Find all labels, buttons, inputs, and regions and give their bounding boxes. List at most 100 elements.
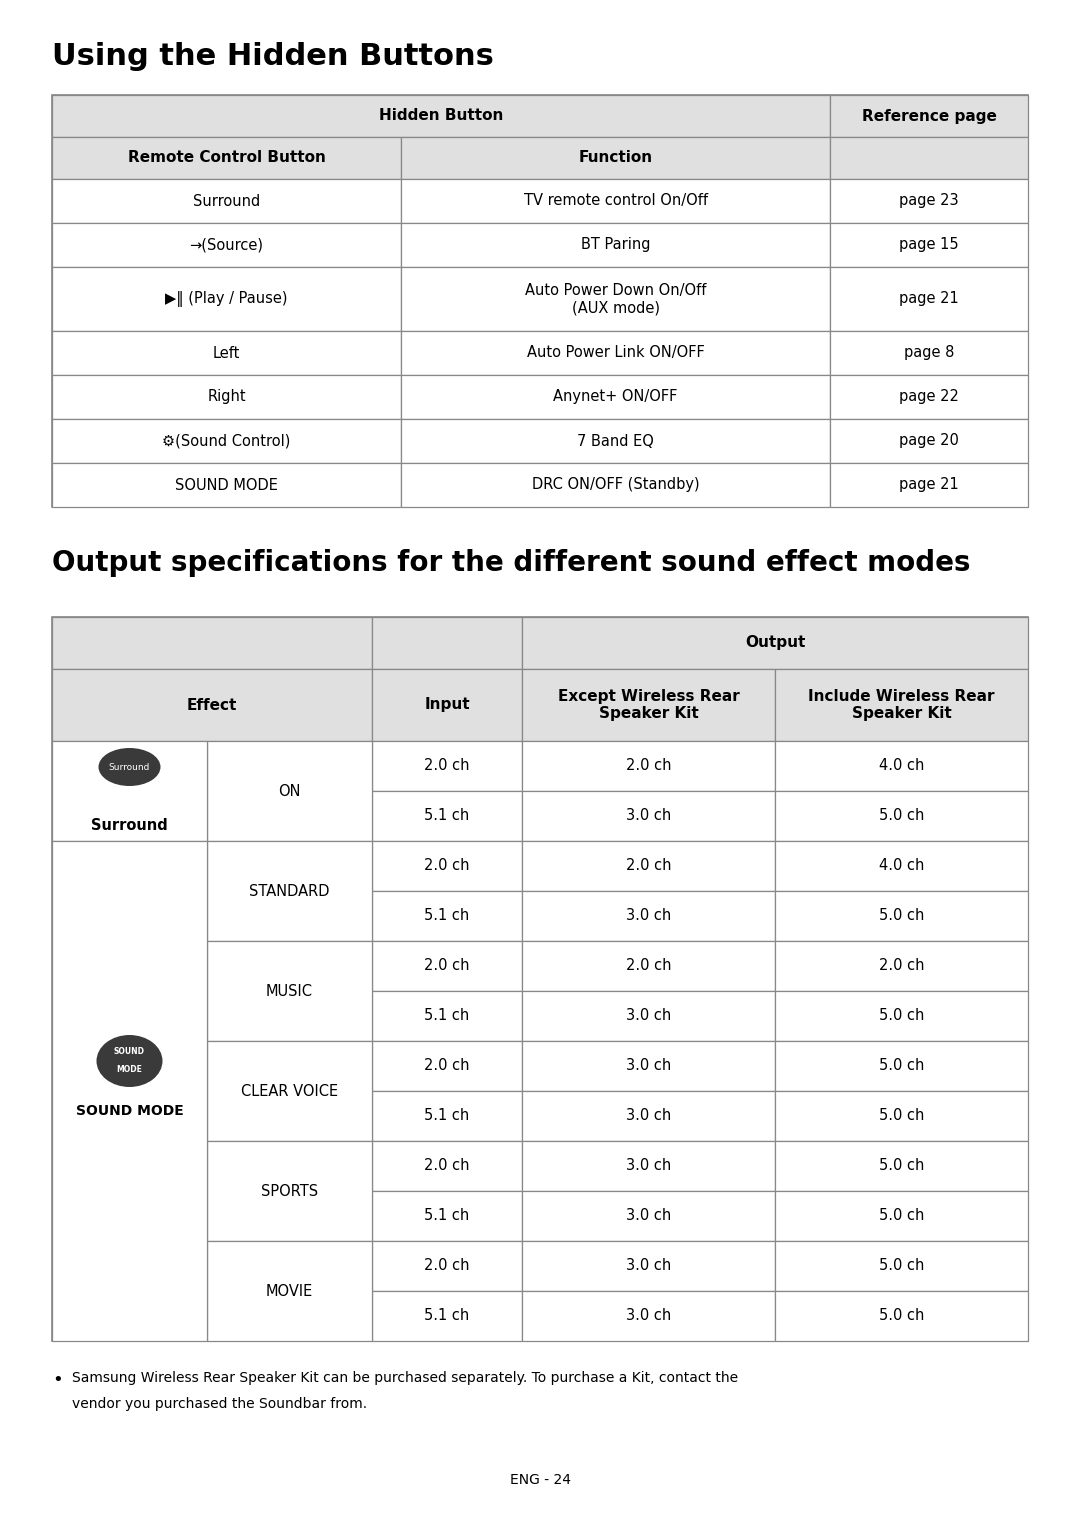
Text: Include Wireless Rear
Speaker Kit: Include Wireless Rear Speaker Kit (808, 689, 995, 722)
Text: Surround: Surround (91, 818, 167, 832)
Bar (52, 463, 401, 507)
Bar (775, 1042, 1028, 1091)
Bar (52, 841, 207, 1340)
Bar (831, 418, 1028, 463)
Text: page 23: page 23 (900, 193, 959, 208)
Text: page 22: page 22 (899, 389, 959, 404)
Bar (522, 741, 775, 791)
Bar (522, 892, 775, 941)
Bar (52, 331, 401, 375)
Text: 5.0 ch: 5.0 ch (879, 809, 924, 824)
Text: Except Wireless Rear
Speaker Kit: Except Wireless Rear Speaker Kit (557, 689, 740, 722)
Bar (401, 375, 831, 418)
Bar (401, 136, 831, 179)
Bar (52, 418, 401, 463)
Bar (372, 1091, 522, 1141)
Bar (401, 463, 831, 507)
Text: Reference page: Reference page (862, 109, 997, 124)
Bar (52, 741, 207, 841)
Bar (775, 791, 1028, 841)
Text: vendor you purchased the Soundbar from.: vendor you purchased the Soundbar from. (72, 1397, 367, 1411)
Text: 5.0 ch: 5.0 ch (879, 1008, 924, 1023)
Text: Hidden Button: Hidden Button (379, 109, 503, 124)
Bar (372, 791, 522, 841)
Bar (52, 617, 372, 669)
Bar (52, 179, 401, 224)
Text: Effect: Effect (187, 697, 238, 712)
Bar (52, 669, 372, 741)
Bar (831, 136, 1028, 179)
Text: 7 Band EQ: 7 Band EQ (577, 434, 653, 449)
Bar (372, 1190, 522, 1241)
Bar (775, 1291, 1028, 1340)
Bar (775, 1091, 1028, 1141)
Bar (372, 1042, 522, 1091)
Text: page 15: page 15 (900, 237, 959, 253)
Text: 2.0 ch: 2.0 ch (879, 959, 924, 973)
Bar (775, 941, 1028, 991)
Text: 4.0 ch: 4.0 ch (879, 858, 924, 873)
Bar (207, 941, 372, 1042)
Bar (522, 1291, 775, 1340)
Bar (775, 1241, 1028, 1291)
Bar (52, 95, 1028, 507)
Bar (522, 669, 775, 741)
Text: Remote Control Button: Remote Control Button (127, 150, 325, 165)
Ellipse shape (96, 1036, 162, 1088)
Text: 2.0 ch: 2.0 ch (424, 1158, 470, 1174)
Bar (831, 224, 1028, 267)
Text: 2.0 ch: 2.0 ch (424, 1059, 470, 1074)
Bar (522, 617, 1028, 669)
Text: SPORTS: SPORTS (261, 1184, 319, 1198)
Text: 5.0 ch: 5.0 ch (879, 1308, 924, 1324)
Text: CLEAR VOICE: CLEAR VOICE (241, 1083, 338, 1098)
Text: 3.0 ch: 3.0 ch (626, 1109, 671, 1123)
Bar (372, 1141, 522, 1190)
Text: →(Source): →(Source) (189, 237, 264, 253)
Bar (775, 892, 1028, 941)
Text: 3.0 ch: 3.0 ch (626, 1308, 671, 1324)
Text: Output specifications for the different sound effect modes: Output specifications for the different … (52, 548, 971, 578)
Bar (52, 136, 401, 179)
Bar (775, 841, 1028, 892)
Bar (522, 941, 775, 991)
Bar (831, 463, 1028, 507)
Text: STANDARD: STANDARD (249, 884, 329, 898)
Text: Input: Input (424, 697, 470, 712)
Text: Surround: Surround (109, 763, 150, 772)
Bar (831, 375, 1028, 418)
Text: BT Paring: BT Paring (581, 237, 650, 253)
Text: 3.0 ch: 3.0 ch (626, 908, 671, 924)
Text: 5.1 ch: 5.1 ch (424, 908, 470, 924)
Bar (522, 841, 775, 892)
Text: 3.0 ch: 3.0 ch (626, 1258, 671, 1273)
Bar (207, 1241, 372, 1340)
Bar (372, 741, 522, 791)
Text: 5.1 ch: 5.1 ch (424, 1308, 470, 1324)
Text: MOVIE: MOVIE (266, 1284, 313, 1299)
Text: 3.0 ch: 3.0 ch (626, 1209, 671, 1224)
Bar (372, 841, 522, 892)
Text: page 21: page 21 (900, 478, 959, 492)
Bar (401, 418, 831, 463)
Bar (522, 1141, 775, 1190)
Text: ⚙(Sound Control): ⚙(Sound Control) (162, 434, 291, 449)
Text: SOUND: SOUND (114, 1048, 145, 1057)
Text: 2.0 ch: 2.0 ch (625, 758, 672, 774)
Text: 2.0 ch: 2.0 ch (625, 959, 672, 973)
Bar (775, 1141, 1028, 1190)
Bar (52, 95, 831, 136)
Text: MODE: MODE (117, 1065, 143, 1074)
Text: 5.0 ch: 5.0 ch (879, 1109, 924, 1123)
Bar (52, 375, 401, 418)
Bar (831, 95, 1028, 136)
Text: •: • (52, 1371, 63, 1390)
Text: 2.0 ch: 2.0 ch (625, 858, 672, 873)
Text: 5.0 ch: 5.0 ch (879, 1158, 924, 1174)
Bar (831, 179, 1028, 224)
Bar (831, 267, 1028, 331)
Text: 2.0 ch: 2.0 ch (424, 1258, 470, 1273)
Text: 5.1 ch: 5.1 ch (424, 1109, 470, 1123)
Bar (522, 1190, 775, 1241)
Bar (52, 267, 401, 331)
